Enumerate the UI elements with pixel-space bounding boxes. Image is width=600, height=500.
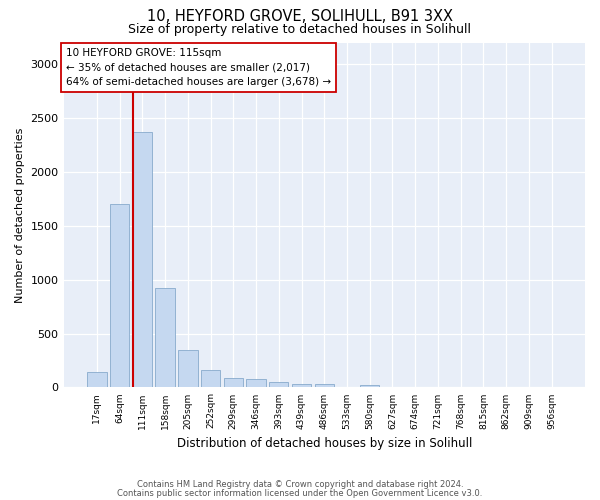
Bar (314, 384, 334, 388)
Bar (178, 350, 197, 388)
Y-axis label: Number of detached properties: Number of detached properties (15, 128, 25, 302)
Bar (269, 382, 289, 388)
Text: Contains HM Land Registry data © Crown copyright and database right 2024.: Contains HM Land Registry data © Crown c… (137, 480, 463, 489)
Text: 10 HEYFORD GROVE: 115sqm
← 35% of detached houses are smaller (2,017)
64% of sem: 10 HEYFORD GROVE: 115sqm ← 35% of detach… (66, 48, 331, 88)
Bar (110, 204, 130, 388)
Bar (337, 387, 356, 388)
Bar (155, 288, 175, 388)
Text: Size of property relative to detached houses in Solihull: Size of property relative to detached ho… (128, 22, 472, 36)
Bar (133, 132, 152, 388)
Bar (292, 384, 311, 388)
Bar (383, 387, 402, 388)
Bar (247, 380, 266, 388)
X-axis label: Distribution of detached houses by size in Solihull: Distribution of detached houses by size … (176, 437, 472, 450)
Text: 10, HEYFORD GROVE, SOLIHULL, B91 3XX: 10, HEYFORD GROVE, SOLIHULL, B91 3XX (147, 9, 453, 24)
Bar (201, 370, 220, 388)
Bar (224, 378, 243, 388)
Bar (87, 372, 107, 388)
Text: Contains public sector information licensed under the Open Government Licence v3: Contains public sector information licen… (118, 488, 482, 498)
Bar (360, 385, 379, 388)
